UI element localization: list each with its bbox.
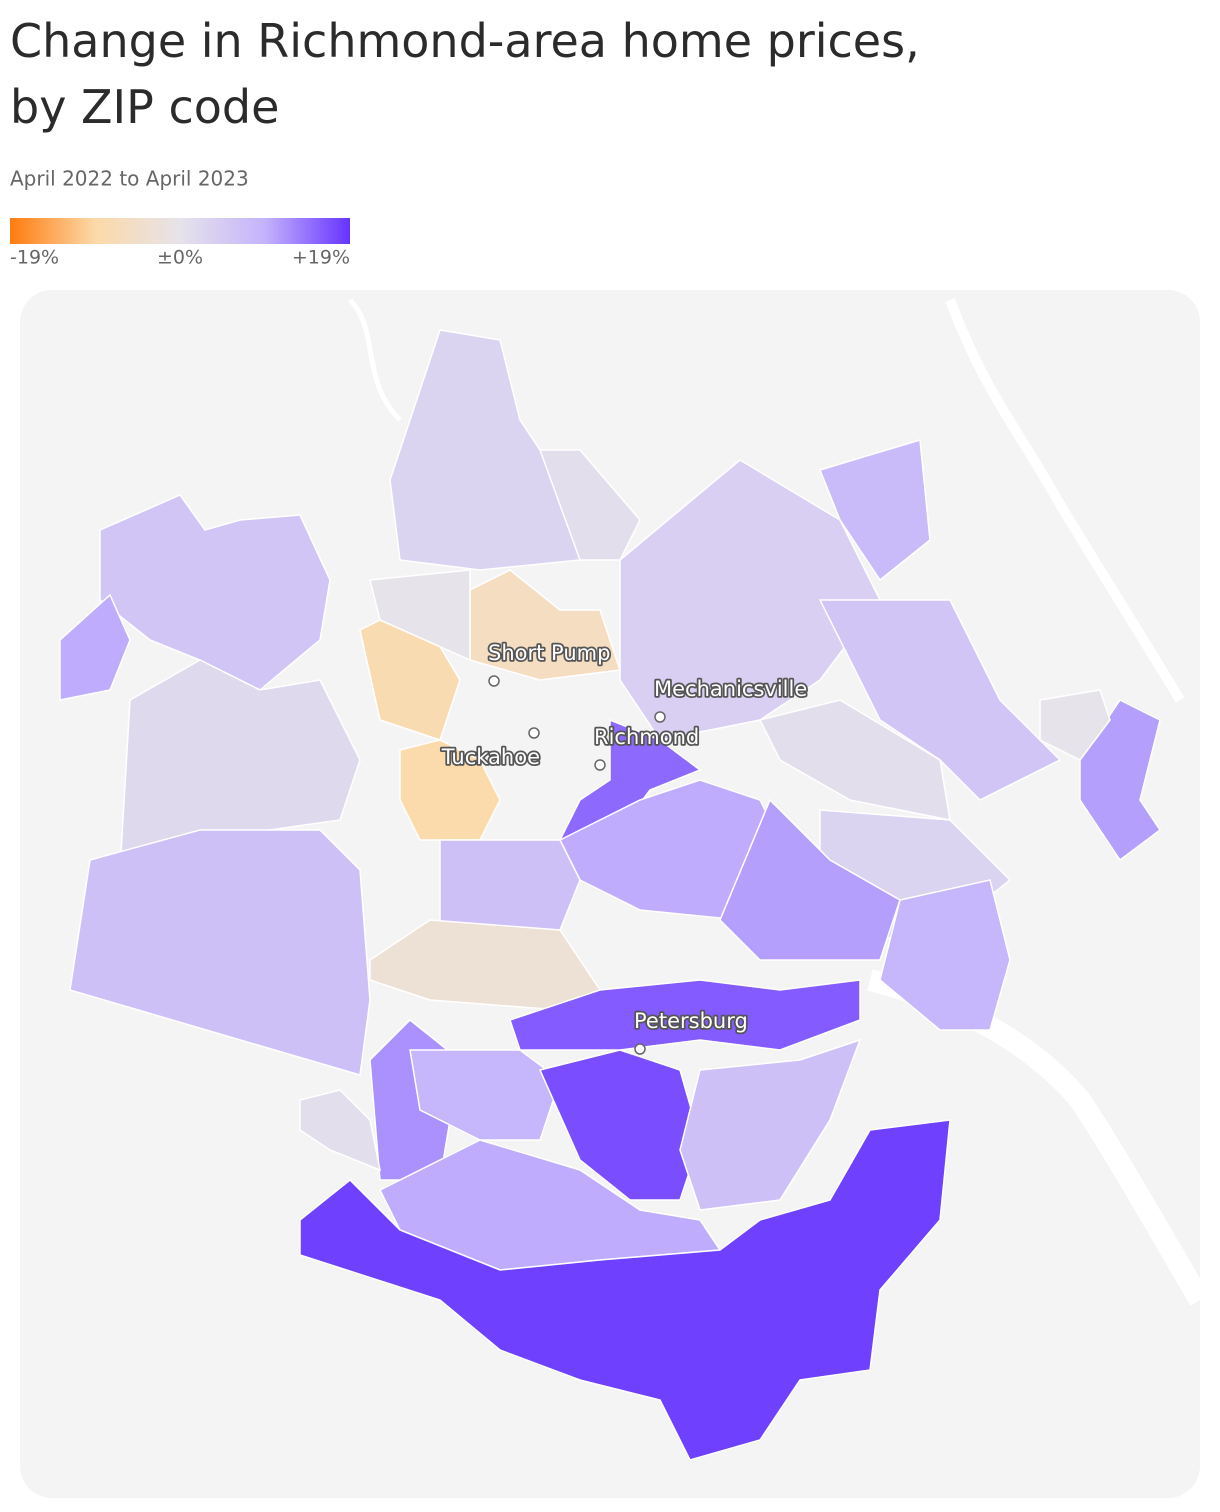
zip-region xyxy=(99,494,331,691)
zip-region xyxy=(538,449,641,561)
legend-label: +19% xyxy=(292,247,350,269)
river xyxy=(348,298,402,422)
zip-region xyxy=(399,739,501,841)
zip-region xyxy=(818,439,931,582)
river xyxy=(945,298,1185,703)
zip-region xyxy=(1039,689,1111,761)
title: Change in Richmond-area home prices, by Z… xyxy=(10,14,920,134)
legend-gradient xyxy=(10,218,350,244)
zip-region xyxy=(818,599,1062,801)
city-label: Petersburg xyxy=(634,1009,748,1033)
zip-region xyxy=(69,829,371,1076)
city-dot xyxy=(528,727,540,739)
zip-region xyxy=(879,879,1011,1031)
city-label: Mechanicsville xyxy=(654,677,807,701)
zip-region xyxy=(619,459,881,741)
cities: Short Pump Mechanicsville Richmond Tuckahoe… xyxy=(439,639,809,1055)
city-label: Tuckahoe xyxy=(441,745,540,769)
city-dot xyxy=(488,675,500,687)
zip-region xyxy=(59,593,131,701)
city-dot xyxy=(634,1043,646,1055)
zip-region xyxy=(509,979,861,1051)
city-dot xyxy=(594,759,606,771)
zip-region xyxy=(369,569,471,662)
zip-region xyxy=(719,798,901,961)
legend-label: -19% xyxy=(10,247,59,269)
legend-label: ±0% xyxy=(157,247,203,269)
regions xyxy=(59,329,1162,1461)
zip-region xyxy=(299,1119,951,1461)
zip-region xyxy=(1079,699,1162,862)
zip-region xyxy=(679,1038,862,1211)
subtitle: April 2022 to April 2023 xyxy=(10,167,249,191)
zip-region xyxy=(299,1089,382,1172)
city-label: Short Pump xyxy=(488,641,610,665)
zip-region xyxy=(469,569,622,681)
zip-region xyxy=(439,839,581,931)
city-dot xyxy=(654,711,666,723)
city-label: Richmond xyxy=(594,725,699,749)
zip-region xyxy=(409,1049,561,1141)
